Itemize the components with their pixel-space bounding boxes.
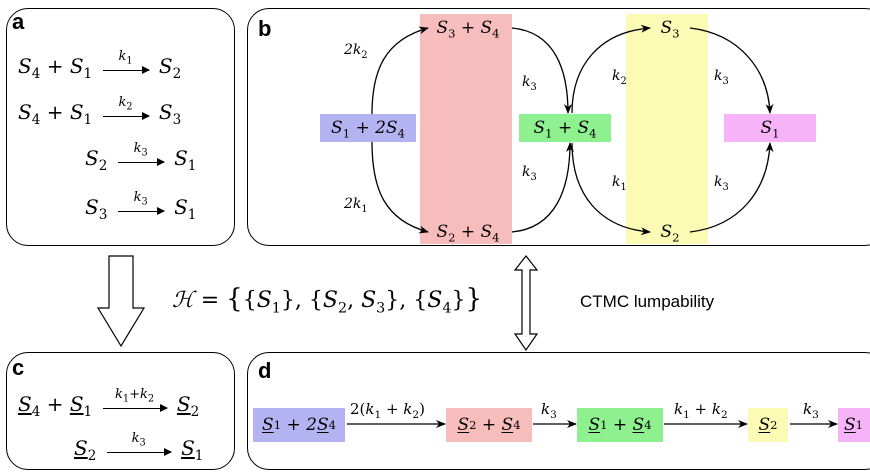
reaction-a-3: S2 k3 S1 bbox=[85, 140, 197, 175]
reaction-a-1: S4 + S1 k1 S2 bbox=[18, 48, 182, 83]
node-s3: S3 bbox=[660, 18, 680, 41]
rate-b-top-right-in: k2 bbox=[612, 68, 627, 87]
reaction-a-2: S4 + S1 k2 S3 bbox=[18, 94, 182, 129]
rate-b-top-left: 2k2 bbox=[344, 42, 368, 61]
rate-d-3: k1 + k2 bbox=[674, 400, 728, 421]
rate-b-bottom-mid: k3 bbox=[522, 164, 537, 183]
panel-d-label: d bbox=[258, 358, 272, 383]
panel-c-label: c bbox=[12, 355, 25, 380]
panel-b-label: b bbox=[258, 16, 272, 41]
rate-b-top-right-out: k3 bbox=[714, 68, 729, 87]
node-s3-s4: S3 + S4 bbox=[436, 18, 500, 41]
node-s2: S2 bbox=[660, 222, 680, 245]
hollow-down-arrow bbox=[96, 255, 146, 348]
node-s1: S1 bbox=[724, 114, 816, 142]
red-column bbox=[420, 14, 512, 244]
rate-b-top-mid: k3 bbox=[522, 74, 537, 93]
node-s1-s4: S1 + S4 bbox=[519, 114, 611, 142]
rate-d-1: 2(k1 + k2) bbox=[350, 400, 425, 421]
rate-b-bottom-left: 2k1 bbox=[344, 196, 368, 215]
rate-b-bottom-right-out: k3 bbox=[714, 174, 729, 193]
hollow-double-arrow bbox=[513, 255, 539, 352]
rate-d-4: k3 bbox=[803, 400, 819, 421]
panel-a-label: a bbox=[12, 9, 25, 34]
reaction-c-2: S2 k3 S1 bbox=[74, 430, 204, 465]
panel-a bbox=[6, 8, 235, 246]
panel-c bbox=[6, 352, 235, 470]
rate-b-bottom-right-in: k1 bbox=[612, 174, 627, 193]
ctmc-lumpability-label: CTMC lumpability bbox=[580, 292, 715, 311]
reaction-a-4: S3 k3 S1 bbox=[85, 189, 197, 224]
reaction-c-1: S4 + S1 k1+k2 S2 bbox=[18, 386, 200, 421]
node-s1-2s4: S1 + 2S4 bbox=[320, 114, 416, 142]
node-s2-s4: S2 + S4 bbox=[436, 222, 500, 245]
rate-d-2: k3 bbox=[541, 400, 557, 421]
lumping-formula: ℋ = {{S1}, {S2, S3}, {S4}} bbox=[172, 284, 482, 317]
yellow-column bbox=[626, 14, 708, 244]
